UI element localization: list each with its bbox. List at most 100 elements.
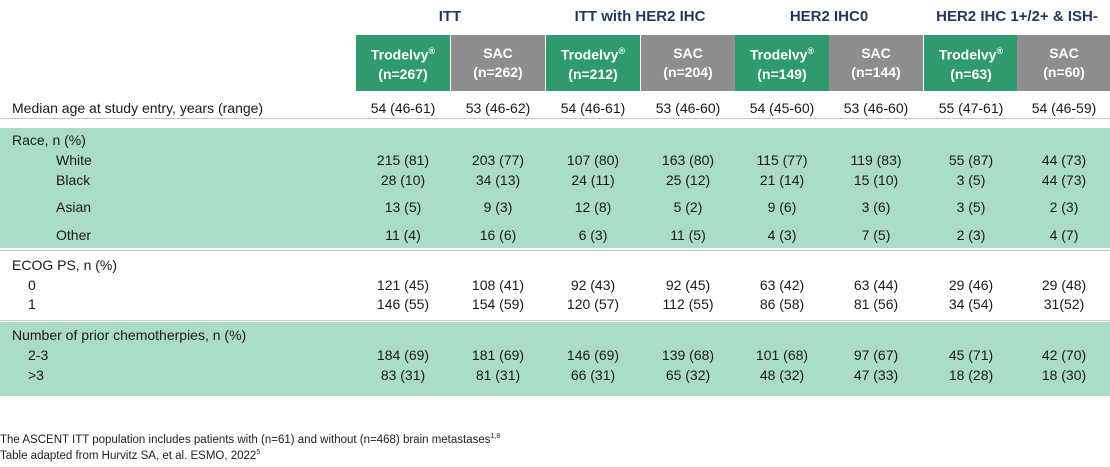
- arm-count: (n=144): [851, 64, 901, 80]
- table-cell: 83 (31): [380, 367, 426, 383]
- arm-name: SAC: [829, 44, 923, 63]
- table-cell: 48 (32): [759, 367, 805, 383]
- table-cell: 7 (5): [861, 227, 891, 243]
- table-row: Asian 13 (5) 9 (3) 12 (8) 5 (2) 9 (6) 3 (6) 3 (…: [0, 197, 1110, 217]
- arm-name: Trodelvy®: [735, 42, 829, 65]
- footnote-text: The ASCENT ITT population includes patie…: [0, 433, 491, 446]
- table-cell: 101 (68): [755, 347, 809, 363]
- arm-name: Trodelvy®: [924, 42, 1018, 65]
- row-label: 2-3: [28, 347, 49, 363]
- arm-label: SAC: [1049, 45, 1079, 61]
- table-row: Other 11 (4) 16 (6) 6 (3) 11 (5) 4 (3) 7 (5) 2 …: [0, 225, 1110, 245]
- arm-count: (n=212): [568, 65, 618, 82]
- table-row: Median age at study entry, years (range)…: [0, 98, 1110, 118]
- table-cell: 63 (44): [853, 277, 899, 293]
- group-header: ITT with HER2 IHC: [574, 8, 706, 25]
- arm-count: (n=262): [473, 64, 523, 80]
- row-label: 1: [28, 296, 36, 312]
- table-cell: 146 (55): [376, 296, 430, 312]
- arm-label: Trodelvy: [749, 46, 808, 63]
- table-cell: 81 (31): [475, 367, 521, 383]
- table-cell: 34 (13): [475, 172, 521, 188]
- table-cell: 184 (69): [376, 347, 430, 363]
- table-cell: 11 (5): [670, 227, 706, 243]
- shaded-band: [0, 322, 1110, 396]
- sac-column-header: SAC (n=144): [829, 35, 923, 91]
- table-cell: 21 (14): [759, 172, 805, 188]
- table-cell: 18 (30): [1041, 367, 1087, 383]
- registered-mark: ®: [428, 46, 436, 57]
- table-cell: 53 (46-60): [843, 100, 909, 116]
- registered-mark: ®: [996, 46, 1004, 57]
- table-cell: 146 (69): [566, 347, 620, 363]
- row-divider: [0, 118, 1110, 119]
- registered-mark: ®: [807, 46, 815, 57]
- table-cell: 121 (45): [376, 277, 430, 293]
- table-cell: 4 (7): [1049, 227, 1079, 243]
- table-cell: 6 (3): [578, 227, 608, 243]
- shaded-band: [0, 128, 1110, 248]
- trodelvy-column-header: Trodelvy® (n=63): [924, 35, 1018, 91]
- sac-column-header: SAC (n=204): [641, 35, 735, 91]
- table-row: 1 146 (55) 154 (59) 120 (57) 112 (55) 86 (58)…: [0, 294, 1110, 314]
- table-cell: 119 (83): [850, 152, 902, 168]
- table-cell: 3 (6): [861, 199, 891, 215]
- table-cell: 18 (28): [948, 367, 994, 383]
- arm-count: (n=149): [757, 65, 807, 82]
- table-cell: 55 (87): [948, 152, 994, 168]
- row-label: Black: [56, 172, 91, 188]
- table-cell: 42 (70): [1041, 347, 1087, 363]
- table-cell: 28 (10): [380, 172, 426, 188]
- table-cell: 2 (3): [956, 227, 986, 243]
- table-cell: 34 (54): [948, 296, 994, 312]
- row-label: Median age at study entry, years (range): [12, 100, 264, 116]
- trodelvy-column-header: Trodelvy® (n=149): [735, 35, 829, 91]
- arm-name: SAC: [1017, 44, 1110, 63]
- table-cell: 65 (32): [665, 367, 711, 383]
- row-divider: [0, 250, 1110, 251]
- table-cell: 9 (6): [767, 199, 797, 215]
- table-cell: 154 (59): [471, 296, 525, 312]
- trodelvy-column-header: Trodelvy® (n=267): [356, 35, 450, 91]
- table-cell: 3 (5): [956, 199, 986, 215]
- table-cell: 92 (45): [665, 277, 711, 293]
- table-row: 0 121 (45) 108 (41) 92 (43) 92 (45) 63 (42) 63…: [0, 275, 1110, 295]
- arm-label: SAC: [483, 45, 513, 61]
- table-cell: 86 (58): [759, 296, 805, 312]
- arm-count: (n=63): [950, 65, 992, 82]
- table-cell: 181 (69): [471, 347, 525, 363]
- table-cell: 54 (45-60): [749, 100, 815, 116]
- table-cell: 16 (6): [479, 227, 517, 243]
- table-cell: 12 (8): [574, 199, 612, 215]
- table-row: Number of prior chemotherpies, n (%): [0, 325, 1110, 345]
- table-row: White 215 (81) 203 (77) 107 (80) 163 (80) 115…: [0, 150, 1110, 170]
- footnote: The ASCENT ITT population includes patie…: [0, 430, 500, 447]
- table-row: 2-3 184 (69) 181 (69) 146 (69) 139 (68) 101 (…: [0, 345, 1110, 365]
- row-divider: [0, 320, 1110, 321]
- row-label: Race, n (%): [12, 132, 86, 148]
- table-cell: 4 (3): [767, 227, 797, 243]
- table-cell: 92 (43): [570, 277, 616, 293]
- arm-count: (n=60): [1043, 64, 1085, 80]
- arm-count: (n=267): [378, 65, 428, 82]
- table-cell: 139 (68): [661, 347, 715, 363]
- table-cell: 81 (56): [853, 296, 899, 312]
- arm-name: SAC: [641, 44, 735, 63]
- row-label: White: [56, 152, 92, 168]
- arm-label: Trodelvy: [938, 46, 997, 63]
- table-cell: 53 (46-60): [655, 100, 721, 116]
- table-cell: 63 (42): [759, 277, 805, 293]
- table-cell: 9 (3): [483, 199, 513, 215]
- table-cell: 215 (81): [376, 152, 430, 168]
- row-label: 0: [28, 277, 36, 293]
- row-label: ECOG PS, n (%): [12, 257, 118, 273]
- footnote-reference: 5: [256, 449, 261, 456]
- table-cell: 13 (5): [384, 199, 422, 215]
- registered-mark: ®: [618, 46, 626, 57]
- table-cell: 203 (77): [471, 152, 525, 168]
- table-cell: 120 (57): [566, 296, 620, 312]
- table-cell: 108 (41): [471, 277, 525, 293]
- arm-name: Trodelvy®: [546, 42, 640, 65]
- table-cell: 115 (77): [756, 152, 808, 168]
- table-cell: 97 (67): [853, 347, 899, 363]
